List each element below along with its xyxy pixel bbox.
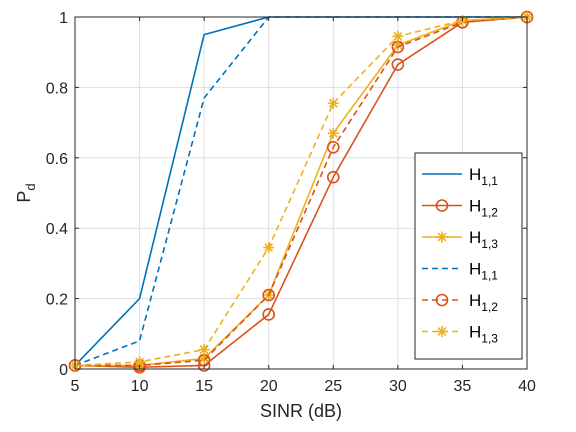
- legend-label-main: H: [469, 165, 481, 184]
- circle-marker: [435, 199, 449, 212]
- series-4: [74, 16, 527, 367]
- x-axis-label: SINR (dB): [260, 401, 342, 421]
- plot-frame: [74, 16, 528, 370]
- circle-marker: [262, 308, 276, 321]
- legend-label-sub: 1,2: [481, 206, 498, 220]
- legend-item: H1,2: [422, 197, 498, 220]
- star-stroke: [328, 128, 338, 138]
- legend-box: [414, 152, 523, 360]
- x-tick-label: 30: [389, 378, 407, 395]
- tick-labels: 5 10 15 20 25 30 35 40 0 0.2 0.4 0.6 0.8 1: [46, 10, 536, 395]
- legend-item: H1,3: [422, 323, 498, 346]
- legend: H1,1H1,2H1,3H1,1H1,2H1,3: [414, 152, 523, 360]
- legend-label: H1,2: [469, 197, 498, 220]
- legend-label-main: H: [469, 260, 481, 279]
- y-axis-label-sub: d: [23, 183, 38, 190]
- star-marker: [392, 30, 404, 42]
- star-stroke: [135, 357, 145, 367]
- legend-item: H1,2: [422, 291, 498, 314]
- series-line: [74, 16, 528, 367]
- circle-marker: [326, 170, 340, 184]
- legend-item: H1,3: [422, 228, 498, 251]
- y-axis-label-main: P: [14, 191, 34, 203]
- x-tick-label: 40: [518, 378, 536, 395]
- legend-label-main: H: [469, 228, 481, 247]
- star-stroke: [393, 31, 403, 41]
- y-tick-label: 0.4: [46, 221, 68, 238]
- series-line: [74, 16, 527, 367]
- legend-label: H1,1: [469, 260, 498, 283]
- star-marker: [327, 97, 339, 109]
- legend-label: H1,3: [469, 323, 498, 346]
- circle-marker: [435, 293, 449, 307]
- legend-label-sub: 1,3: [481, 332, 498, 346]
- star-marker: [198, 344, 210, 356]
- circle-marker: [391, 58, 405, 71]
- legend-label-sub: 1,1: [481, 269, 498, 283]
- x-tick-label: 5: [71, 378, 80, 395]
- y-tick-label: 0.2: [46, 292, 68, 309]
- legend-label: H1,3: [469, 228, 498, 251]
- star-stroke: [328, 98, 338, 108]
- x-tick-label: 25: [324, 378, 342, 395]
- circle-marker: [262, 288, 276, 302]
- x-tick-label: 35: [454, 378, 472, 395]
- ticks: [74, 16, 528, 370]
- legend-label-sub: 1,1: [481, 174, 498, 188]
- legend-label: H1,1: [469, 165, 498, 188]
- y-axis-label: Pd: [14, 183, 38, 202]
- legend-label-main: H: [469, 197, 481, 216]
- star-marker: [436, 326, 448, 337]
- series-line: [75, 16, 528, 367]
- star-marker: [263, 242, 275, 254]
- series-line: [74, 16, 528, 369]
- circle-marker: [326, 140, 340, 154]
- star-stroke: [437, 232, 447, 242]
- x-tick-label: 10: [131, 378, 149, 395]
- legend-item: H1,1: [422, 165, 498, 188]
- legend-label: H1,2: [469, 291, 498, 314]
- y-tick-label: 0: [59, 362, 68, 379]
- legend-label-main: H: [469, 323, 481, 342]
- star-stroke: [264, 243, 274, 253]
- legend-item: H1,1: [422, 260, 498, 283]
- legend-label-sub: 1,3: [481, 237, 498, 251]
- star-stroke: [437, 327, 447, 336]
- star-marker: [327, 127, 339, 139]
- star-stroke: [199, 345, 209, 355]
- x-tick-label: 15: [195, 378, 213, 395]
- legend-label-main: H: [469, 291, 481, 310]
- y-tick-label: 1: [59, 10, 68, 27]
- star-marker: [436, 231, 448, 243]
- x-tick-label: 20: [260, 378, 278, 395]
- legend-label-sub: 1,2: [481, 300, 498, 314]
- y-tick-label: 0.6: [46, 151, 68, 168]
- y-tick-label: 0.8: [46, 80, 68, 97]
